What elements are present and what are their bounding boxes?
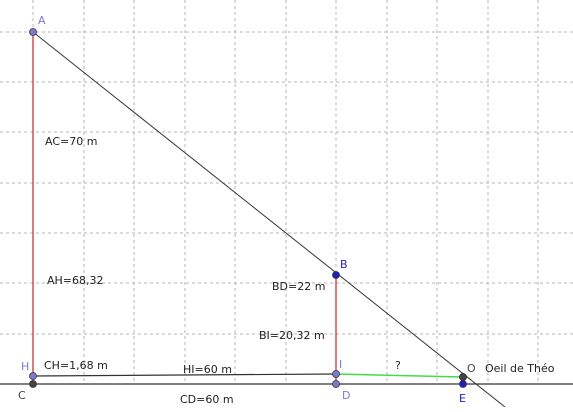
point-e-label: E (459, 392, 466, 405)
point-c[interactable] (29, 380, 37, 388)
point-d-label: D (342, 389, 350, 402)
point-i[interactable] (332, 370, 340, 378)
point-a[interactable] (29, 28, 37, 36)
point-e[interactable] (459, 380, 467, 388)
segment-hi (32, 373, 337, 377)
point-a-label: A (38, 14, 46, 27)
label-ah: AH=68,32 (47, 274, 104, 287)
point-d[interactable] (332, 380, 340, 388)
label-cd: CD=60 m (180, 393, 234, 406)
label-ac: AC=70 m (45, 135, 97, 148)
label-eye: Oeil de Théo (485, 362, 555, 375)
point-h-label: H (21, 360, 29, 373)
label-bi: BI=20,32 m (259, 329, 325, 342)
label-unknown: ? (395, 359, 401, 372)
point-h[interactable] (29, 372, 37, 380)
label-bd: BD=22 m (272, 280, 325, 293)
point-c-label: C (18, 389, 26, 402)
point-o-label: O (467, 362, 476, 375)
point-i-label: I (339, 358, 342, 371)
label-hi: HI=60 m (183, 363, 232, 376)
point-b-label: B (340, 258, 348, 271)
grid (0, 0, 573, 384)
label-ch: CH=1,68 m (44, 359, 108, 372)
segment-io (335, 373, 464, 378)
point-o[interactable] (459, 373, 467, 381)
point-b[interactable] (332, 271, 340, 279)
line-ao (32, 31, 506, 408)
